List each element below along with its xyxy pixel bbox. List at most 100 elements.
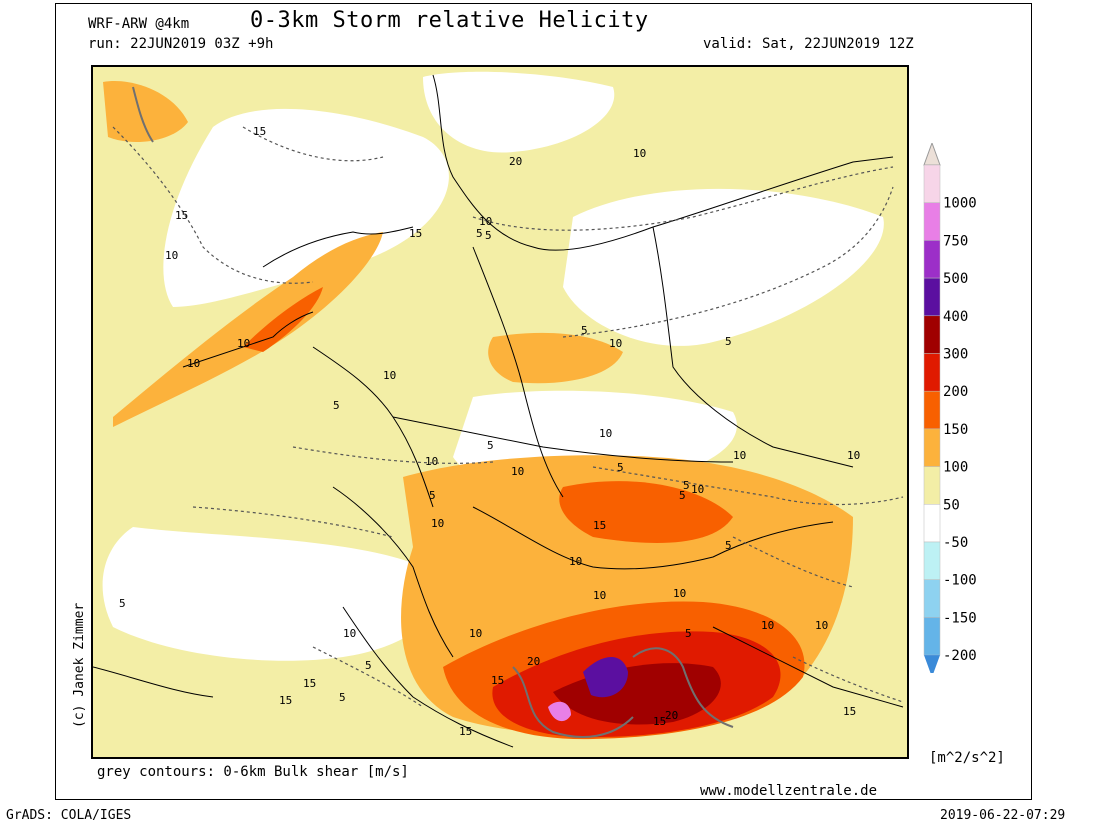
contour-label: 5 — [365, 659, 372, 672]
legend-label: -150 — [943, 610, 977, 626]
legend-swatch — [923, 164, 941, 203]
contour-label: 5 — [581, 324, 588, 337]
contour-label: 10 — [815, 619, 828, 632]
legend-swatch — [923, 504, 941, 543]
contour-label: 5 — [725, 539, 732, 552]
contour-label: 10 — [673, 587, 686, 600]
contour-label: 10 — [847, 449, 860, 462]
contour-label: 15 — [459, 725, 472, 738]
contour-label: 5 — [119, 597, 126, 610]
legend-bottom-arrow — [924, 655, 940, 673]
contour-label: 15 — [491, 674, 504, 687]
legend-label: -50 — [943, 535, 968, 551]
contour-label: 5 — [333, 399, 340, 412]
contour-label: 10 — [569, 555, 582, 568]
render-timestamp: 2019-06-22-07:29 — [940, 808, 1066, 823]
contour-label: 10 — [733, 449, 746, 462]
contour-label: 5 — [485, 229, 492, 242]
contour-label: 10 — [425, 455, 438, 468]
contour-label: 10 — [187, 357, 200, 370]
legend-label: 50 — [943, 497, 960, 513]
contour-label: 5 — [339, 691, 346, 704]
color-legend: 1000 750 500 400 300 200 150 100 50 -50 -100 -150 -2… — [923, 143, 977, 673]
contour-label: 5 — [685, 627, 692, 640]
helicity-750-spot — [548, 701, 571, 722]
contour-label: 15 — [843, 705, 856, 718]
contour-label: 5 — [487, 439, 494, 452]
contour-label: 10 — [479, 215, 492, 228]
legend-label: 1000 — [943, 196, 977, 212]
bulk-shear-note: grey contours: 0-6km Bulk shear [m/s] — [97, 764, 409, 780]
legend-labels: 1000 750 500 400 300 200 150 100 50 -50 -100 -150 -2… — [943, 196, 977, 664]
contour-label: 20 — [527, 655, 540, 668]
legend-label: 750 — [943, 233, 968, 249]
legend-swatch — [923, 202, 941, 241]
run-time: run: 22JUN2019 03Z +9h — [88, 36, 274, 52]
shear-contours — [112, 126, 904, 708]
legend-swatch — [923, 541, 941, 580]
contour-label: 10 — [165, 249, 178, 262]
website-link[interactable]: www.modellzentrale.de — [700, 783, 878, 799]
legend-label: 500 — [943, 271, 968, 287]
contour-label: 10 — [599, 427, 612, 440]
helicity-150-band — [559, 481, 733, 543]
low-helicity-area-west — [163, 108, 449, 308]
copyright-label: (c) Janek Zimmer — [72, 602, 87, 728]
contour-label: 5 — [429, 489, 436, 502]
contour-label: 10 — [633, 147, 646, 160]
helicity-400-core — [583, 657, 628, 698]
legend-top-arrow — [923, 143, 941, 166]
low-helicity-area-southwest — [102, 527, 438, 661]
valid-time: valid: Sat, 22JUN2019 12Z — [703, 36, 914, 52]
legend-swatch — [923, 240, 941, 279]
helicity-100-center — [488, 332, 623, 384]
contour-label: 15 — [653, 715, 666, 728]
legend-swatch — [923, 390, 941, 430]
contour-label: 10 — [609, 337, 622, 350]
contour-label: 5 — [476, 227, 483, 240]
legend-swatch — [923, 617, 941, 656]
borders — [93, 74, 904, 748]
bulk-shear-contours — [132, 86, 734, 738]
contour-label: 15 — [279, 694, 292, 707]
contour-label: 15 — [409, 227, 422, 240]
legend-label: 100 — [943, 460, 968, 476]
map-title: 0-3km Storm relative Helicity — [250, 8, 649, 33]
legend-label: -200 — [943, 648, 977, 664]
contour-label: 10 — [343, 627, 356, 640]
contour-label: 10 — [691, 483, 704, 496]
contour-label: 5 — [683, 479, 690, 492]
legend-label: 400 — [943, 309, 968, 325]
contour-label: 15 — [303, 677, 316, 690]
legend-label: 300 — [943, 347, 968, 363]
low-helicity-area-northeast — [563, 188, 884, 346]
software-credit: GrADS: COLA/IGES — [6, 808, 132, 823]
contour-label: 5 — [617, 461, 624, 474]
legend-bar — [923, 143, 941, 673]
contour-label: 5 — [725, 335, 732, 348]
legend-label: -100 — [943, 573, 977, 589]
contour-label: 15 — [253, 125, 266, 138]
helicity-map: 15 10 15 10 20 10 5 15 10 5 10 5 5 10 5 10 5 10 10 10 5 10 10 5… — [91, 65, 909, 759]
contour-label: 10 — [469, 627, 482, 640]
legend-swatch — [923, 353, 941, 392]
low-helicity-area-north — [423, 71, 615, 153]
contour-label: 5 — [679, 489, 686, 502]
contour-label: 10 — [383, 369, 396, 382]
helicity-100-northwest — [103, 81, 188, 142]
legend-unit: [m^2/s^2] — [929, 750, 1005, 766]
contour-label: 10 — [431, 517, 444, 530]
contour-label: 10 — [237, 337, 250, 350]
legend-swatch — [923, 579, 941, 618]
legend-label: 150 — [943, 422, 968, 438]
helicity-100-coast — [113, 232, 383, 427]
helicity-150-coast — [243, 287, 323, 352]
legend-swatch — [923, 277, 941, 317]
contour-label: 10 — [593, 589, 606, 602]
contour-label: 10 — [761, 619, 774, 632]
contour-label: 20 — [509, 155, 522, 168]
legend-label: 200 — [943, 384, 968, 400]
legend-swatch — [923, 315, 941, 354]
